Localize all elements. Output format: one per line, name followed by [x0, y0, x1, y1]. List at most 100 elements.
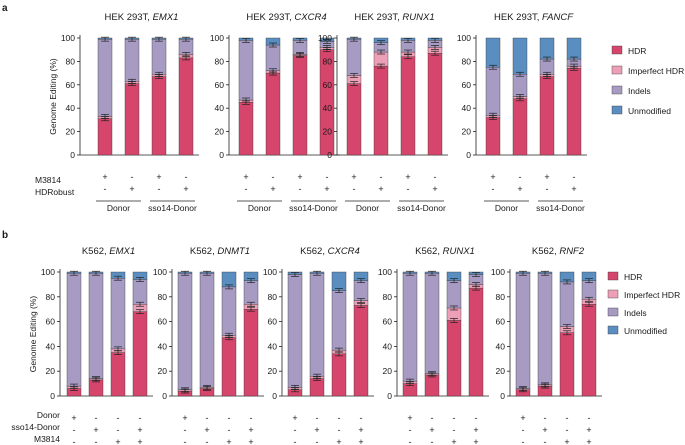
- legend-label-imperfect-hdr: Imperfect HDR: [624, 290, 680, 300]
- bar-segment-hdr: [243, 309, 259, 397]
- condition-sign: -: [544, 413, 547, 423]
- condition-sign: +: [156, 172, 161, 182]
- legend-label-indels: Indels: [624, 308, 647, 318]
- y-tick-label: 100: [378, 267, 392, 277]
- y-tick-label: 60: [496, 317, 506, 327]
- group-label: Donor: [107, 203, 130, 213]
- condition-sign: -: [117, 413, 120, 423]
- condition-sign: +: [183, 184, 188, 194]
- condition-sign: -: [294, 437, 297, 445]
- bar-segment-hdr: [559, 332, 575, 397]
- condition-sign: -: [139, 413, 142, 423]
- legend-label-unmodified: Unmodified: [628, 106, 671, 116]
- bar-segment-indels: [485, 67, 501, 116]
- chart-title: HEK 293T, CXCR4: [246, 12, 326, 23]
- condition-sign: +: [314, 425, 319, 435]
- bar-segment-unmodified: [485, 37, 501, 68]
- condition-sign: +: [405, 172, 410, 182]
- y-tick-label: 40: [323, 103, 333, 113]
- chart-title: K562, CXCR4: [300, 246, 360, 257]
- chart-title: K562, DNMT1: [190, 246, 250, 257]
- condition-sign: -: [338, 413, 341, 423]
- y-tick-label: 80: [158, 292, 168, 302]
- condition-sign: +: [102, 172, 107, 182]
- bar-segment-hdr: [468, 287, 484, 397]
- bar-segment-indels: [581, 280, 597, 300]
- condition-sign: -: [519, 172, 522, 182]
- chart-title-prefix: HEK 293T,: [494, 12, 542, 23]
- group-label: sso14-Donor: [148, 203, 197, 213]
- group-label: sso14-Donor: [536, 203, 585, 213]
- legend-swatch-imperfect-hdr: [611, 65, 623, 75]
- chart-title-prefix: K562,: [82, 246, 109, 257]
- condition-sign: -: [431, 437, 434, 445]
- panel-a-label: a: [2, 3, 8, 14]
- condition-sign: -: [588, 413, 591, 423]
- y-tick-label: 60: [158, 317, 168, 327]
- condition-row-label: HDRobust: [35, 187, 75, 197]
- bar-segment-hdr: [539, 76, 555, 156]
- chart-a-runx1: HEK 293T, RUNX1 0 20 40 60 80 100 + - + - - + - + Donor…: [318, 12, 448, 213]
- condition-sign: +: [432, 184, 437, 194]
- y-tick-label: 60: [383, 317, 393, 327]
- chart-title-gene: FANCF: [542, 12, 574, 23]
- bar-segment-indels: [66, 273, 82, 387]
- chart-title-gene: EMX1: [153, 12, 179, 23]
- bar-segment-indels: [446, 280, 462, 309]
- y-tick-label: 60: [462, 80, 472, 90]
- condition-sign: +: [182, 413, 187, 423]
- legend-swatch-hdr: [611, 45, 623, 55]
- condition-sign: +: [520, 413, 525, 423]
- bar-segment-indels: [199, 273, 215, 388]
- condition-sign: +: [542, 425, 547, 435]
- condition-sign: -: [431, 413, 434, 423]
- condition-sign: -: [326, 172, 329, 182]
- legend-swatch-indels: [611, 85, 623, 95]
- condition-sign: +: [93, 425, 98, 435]
- condition-sign: -: [95, 437, 98, 445]
- condition-sign: -: [245, 184, 248, 194]
- condition-sign: +: [378, 184, 383, 194]
- legend-label-hdr: HDR: [624, 272, 642, 282]
- chart-title-prefix: HEK 293T,: [354, 12, 402, 23]
- y-tick-label: 20: [268, 366, 278, 376]
- condition-sign: -: [206, 413, 209, 423]
- condition-sign: -: [316, 413, 319, 423]
- y-tick-label: 60: [215, 80, 225, 90]
- condition-sign: -: [228, 425, 231, 435]
- bar-segment-indels: [331, 290, 347, 351]
- y-tick-label: 20: [462, 127, 472, 137]
- chart-title-gene: CXCR4: [294, 12, 326, 23]
- y-tick-label: 20: [496, 366, 506, 376]
- chart-title-gene: EMX1: [109, 246, 135, 257]
- chart-title-prefix: K562,: [532, 246, 559, 257]
- y-tick-label: 60: [323, 80, 333, 90]
- legend-label-indels: Indels: [628, 86, 651, 96]
- chart-title: HEK 293T, FANCF: [494, 12, 574, 23]
- bar-segment-hdr: [353, 305, 369, 397]
- chart-title-prefix: HEK 293T,: [246, 12, 294, 23]
- condition-sign: -: [131, 172, 134, 182]
- y-tick-label: 80: [496, 292, 506, 302]
- bar-segment-hdr: [132, 311, 148, 397]
- chart-b-cxcr4: K562, CXCR4 0 20 40 60 80 100 + - - - - + - + - - + +: [263, 246, 374, 445]
- condition-sign: +: [270, 184, 275, 194]
- y-tick-label: 20: [215, 127, 225, 137]
- y-tick-label: 100: [210, 33, 224, 43]
- condition-sign: +: [564, 437, 569, 445]
- group-label: sso14-Donor: [397, 203, 446, 213]
- y-tick-label: 40: [496, 341, 506, 351]
- bar-segment-hdr: [566, 68, 582, 156]
- chart-title: K562, RNF2: [532, 246, 585, 257]
- bar-segment-indels: [97, 38, 113, 117]
- bar-segment-indels: [309, 273, 325, 377]
- bar-segment-unmodified: [539, 37, 555, 60]
- y-tick-label: 40: [215, 103, 225, 113]
- chart-title-prefix: K562,: [415, 246, 442, 257]
- bar-segment-hdr: [331, 353, 347, 397]
- bar-segment-hdr: [446, 320, 462, 397]
- bar-segment-indels: [559, 281, 575, 327]
- bar-segment-indels: [402, 273, 418, 382]
- condition-row-label: M3814: [35, 175, 61, 185]
